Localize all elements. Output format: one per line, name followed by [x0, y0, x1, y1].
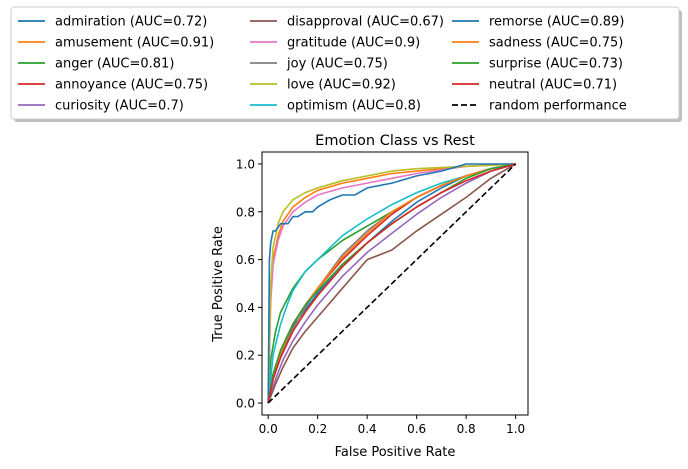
legend-entry: sadness (AUC=0.75) [452, 36, 623, 51]
y-axis-label: True Positive Rate [211, 226, 226, 343]
x-axis-label: False Positive Rate [335, 445, 456, 460]
legend-entry: joy (AUC=0.75) [250, 57, 388, 72]
legend-entry: love (AUC=0.92) [250, 78, 396, 93]
y-tick-label: 0.2 [236, 349, 255, 363]
legend-entry: annoyance (AUC=0.75) [18, 78, 208, 93]
legend-entry: anger (AUC=0.81) [18, 57, 174, 72]
plot-frame [261, 151, 529, 416]
roc-curve-8 [267, 163, 516, 404]
legend-label: gratitude (AUC=0.9) [287, 36, 420, 51]
x-tick-label: 0.6 [407, 422, 426, 436]
roc-curve-4 [267, 163, 516, 404]
roc-curve-5 [267, 163, 517, 404]
x-tick-label: 0.0 [259, 422, 278, 436]
roc-curve-13 [267, 163, 516, 404]
x-tick-label: 1.0 [506, 422, 525, 436]
legend-label: love (AUC=0.92) [287, 78, 396, 93]
legend-label: remorse (AUC=0.89) [489, 15, 624, 30]
roc-curve-6 [267, 163, 516, 404]
chart-title: Emotion Class vs Rest [315, 133, 475, 149]
roc-curve-10 [267, 163, 516, 404]
legend-frame [10, 6, 680, 120]
legend-label: joy (AUC=0.75) [286, 57, 388, 72]
legend-entry: curiosity (AUC=0.7) [18, 99, 184, 114]
legend-entry: remorse (AUC=0.89) [452, 15, 624, 30]
y-tick-label: 0.6 [236, 253, 255, 267]
y-tick-label: 0.0 [236, 397, 255, 411]
legend-label: sadness (AUC=0.75) [489, 36, 623, 51]
legend-entry: surprise (AUC=0.73) [452, 57, 623, 72]
legend-entry: optimism (AUC=0.8) [250, 99, 421, 114]
random-baseline-line [267, 163, 517, 404]
legend-label: surprise (AUC=0.73) [489, 57, 623, 72]
legend: admiration (AUC=0.72) amusement (AUC=0.91… [10, 6, 682, 122]
legend-label: disapproval (AUC=0.67) [287, 15, 444, 30]
legend-label: neutral (AUC=0.71) [489, 78, 617, 93]
legend-entry: amusement (AUC=0.91) [18, 36, 214, 51]
legend-label: curiosity (AUC=0.7) [55, 99, 184, 114]
y-tick-label: 0.4 [236, 301, 255, 315]
legend-entry: random performance [452, 99, 627, 114]
legend-label: random performance [489, 99, 627, 114]
y-tick-label: 1.0 [236, 157, 255, 171]
x-tick-label: 0.8 [457, 422, 476, 436]
roc-curve-11 [267, 163, 516, 404]
legend-entry: gratitude (AUC=0.9) [250, 36, 420, 51]
legend-entry: admiration (AUC=0.72) [18, 15, 207, 30]
legend-entry: disapproval (AUC=0.67) [250, 15, 444, 30]
legend-label: amusement (AUC=0.91) [55, 36, 214, 51]
legend-label: optimism (AUC=0.8) [287, 99, 421, 114]
roc-curve-12 [267, 163, 516, 404]
legend-label: admiration (AUC=0.72) [55, 15, 207, 30]
roc-curve-1 [267, 163, 516, 404]
legend-entry: neutral (AUC=0.71) [452, 78, 617, 93]
legend-label: annoyance (AUC=0.75) [55, 78, 208, 93]
plot-area: 0.0 0.2 0.4 0.6 0.8 1.0 0.0 0.2 0.4 0.6 0.8 1.0 [236, 151, 529, 436]
x-tick-label: 0.4 [358, 422, 377, 436]
x-tick-label: 0.2 [308, 422, 327, 436]
y-tick-label: 0.8 [236, 205, 255, 219]
legend-label: anger (AUC=0.81) [55, 57, 174, 72]
